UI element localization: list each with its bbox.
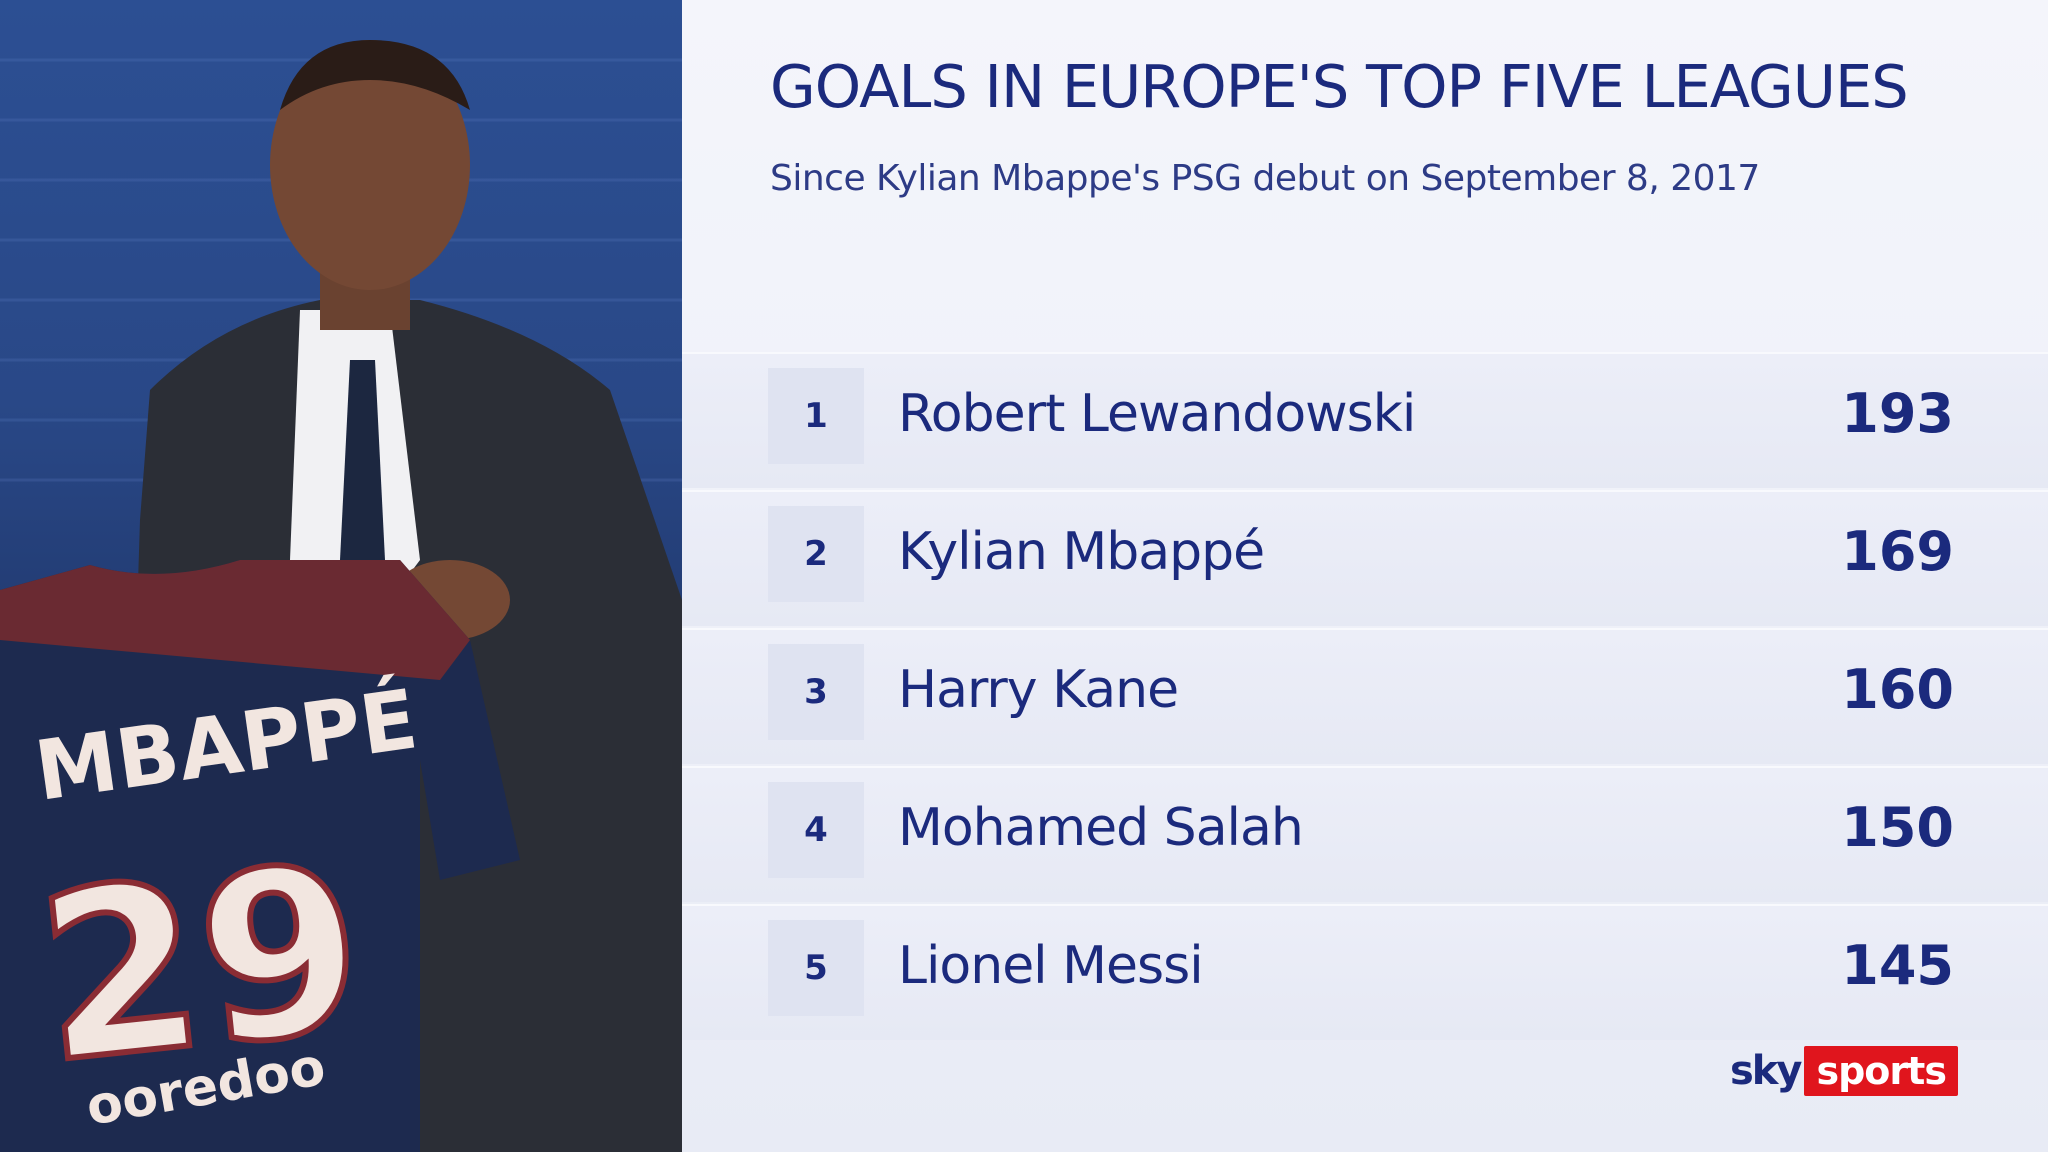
player-name: Harry Kane	[898, 660, 1179, 720]
player-name: Mohamed Salah	[898, 798, 1304, 858]
table-row: 1 Robert Lewandowski 193	[682, 352, 2048, 488]
logo-sky-text: sky	[1730, 1048, 1802, 1094]
jersey-number: 29	[28, 816, 374, 1115]
goals-value: 193	[1841, 382, 1954, 445]
goals-value: 160	[1841, 658, 1954, 721]
table-row: 4 Mohamed Salah 150	[682, 766, 2048, 902]
chart-title: GOALS IN EUROPE'S TOP FIVE LEAGUES	[770, 52, 1909, 121]
player-illustration: MBAPPÉ 29 ooredoo	[0, 40, 682, 1152]
table-row: 5 Lionel Messi 145	[682, 904, 2048, 1040]
player-name: Lionel Messi	[898, 936, 1204, 996]
sky-sports-logo: sky sports	[1730, 1046, 1958, 1096]
rank-badge: 1	[768, 368, 864, 464]
goals-value: 145	[1841, 934, 1954, 997]
goals-value: 169	[1841, 520, 1954, 583]
rank-badge: 2	[768, 506, 864, 602]
table-row: 2 Kylian Mbappé 169	[682, 490, 2048, 626]
rank-badge: 3	[768, 644, 864, 740]
stats-panel: GOALS IN EUROPE'S TOP FIVE LEAGUES Since…	[682, 0, 2048, 1152]
logo-sports-text: sports	[1804, 1046, 1958, 1096]
rank-badge: 4	[768, 782, 864, 878]
rank-badge: 5	[768, 920, 864, 1016]
player-photo: MBAPPÉ 29 ooredoo	[0, 0, 682, 1152]
player-name: Robert Lewandowski	[898, 384, 1416, 444]
player-name: Kylian Mbappé	[898, 522, 1265, 582]
goals-value: 150	[1841, 796, 1954, 859]
table-row: 3 Harry Kane 160	[682, 628, 2048, 764]
ranking-table: 1 Robert Lewandowski 193 2 Kylian Mbappé…	[682, 352, 2048, 1042]
chart-subtitle: Since Kylian Mbappe's PSG debut on Septe…	[770, 158, 1760, 199]
